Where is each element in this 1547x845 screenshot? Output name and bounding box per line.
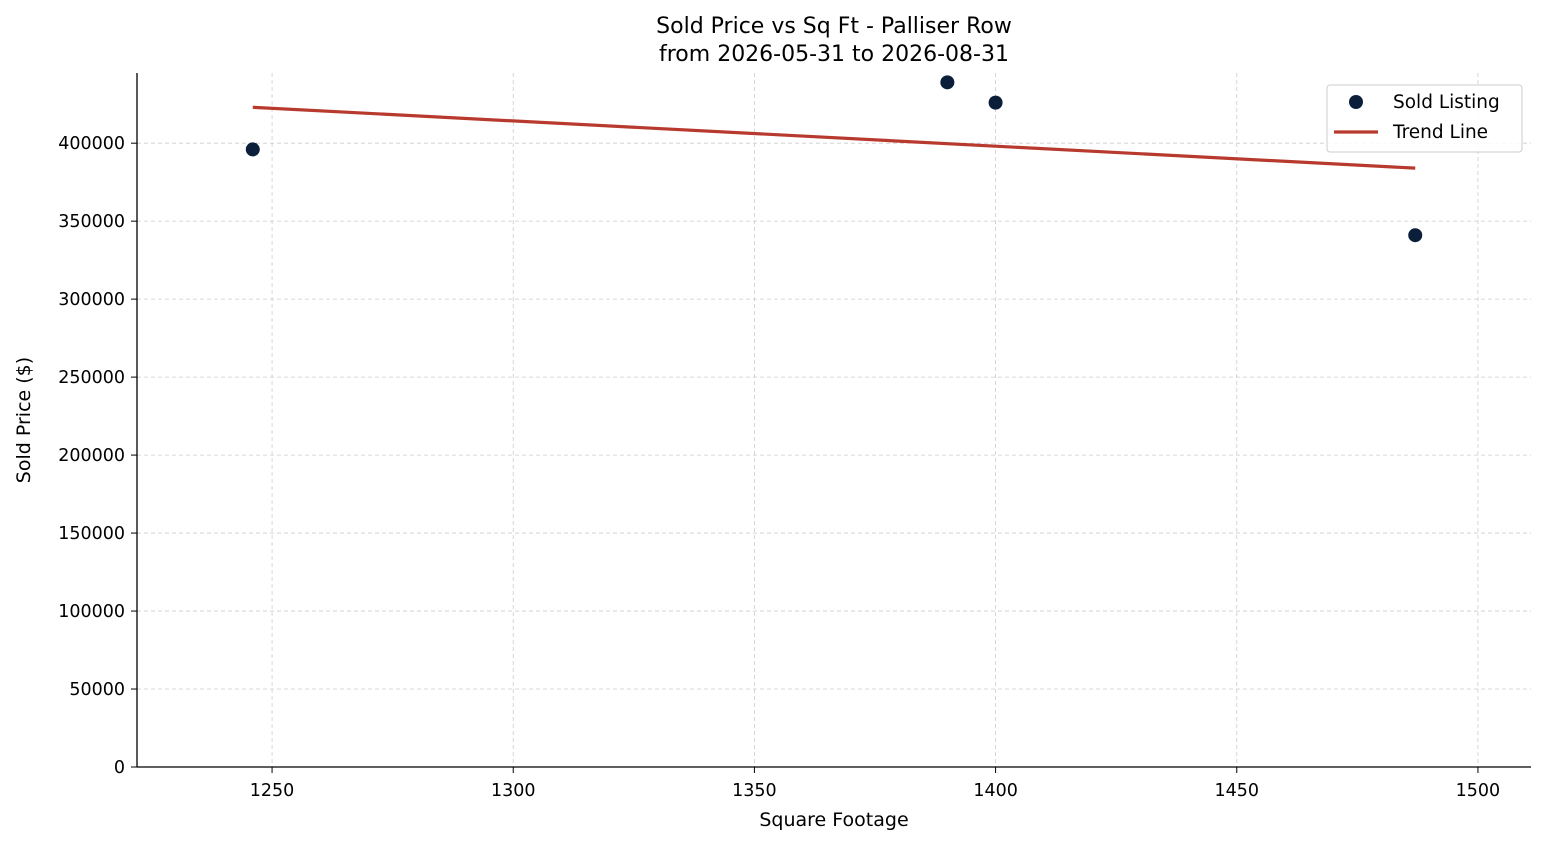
x-tick-label: 1250 — [250, 781, 295, 801]
chart-subtitle: from 2026-05-31 to 2026-08-31 — [659, 42, 1009, 67]
x-tick-label: 1350 — [732, 781, 777, 801]
axes — [136, 73, 1531, 768]
x-axis-label: Square Footage — [759, 809, 908, 831]
y-axis-label: Sold Price ($) — [13, 357, 35, 483]
y-tick-label: 0 — [114, 758, 125, 778]
x-tick-label: 1450 — [1214, 781, 1259, 801]
data-point — [940, 75, 955, 90]
x-tick-label: 1400 — [973, 781, 1018, 801]
legend-box — [1326, 84, 1523, 153]
data-point — [1408, 228, 1423, 243]
y-axis-ticks: 0 50000 100000 150000 200000 250000 300000 3500… — [58, 134, 137, 778]
y-tick-label: 200000 — [58, 446, 125, 466]
y-tick-label: 350000 — [58, 212, 125, 232]
legend-label: Sold Listing — [1393, 92, 1500, 113]
legend-swatch-marker — [1349, 95, 1363, 109]
legend: Sold Listing Trend Line — [1326, 84, 1523, 153]
x-axis-ticks: 1250 1300 1350 1400 1450 1500 — [250, 767, 1500, 801]
legend-label: Trend Line — [1392, 122, 1488, 143]
y-tick-label: 100000 — [58, 602, 125, 622]
y-tick-label: 150000 — [58, 524, 125, 544]
data-marks — [245, 75, 1423, 243]
y-tick-label: 50000 — [69, 680, 125, 700]
data-point — [245, 142, 260, 157]
y-tick-label: 300000 — [58, 290, 125, 310]
x-tick-label: 1500 — [1456, 781, 1501, 801]
chart-title: Sold Price vs Sq Ft - Palliser Row — [656, 14, 1012, 39]
data-point — [988, 95, 1003, 110]
trend-line — [252, 105, 1416, 170]
x-tick-label: 1300 — [491, 781, 536, 801]
y-tick-label: 400000 — [58, 134, 125, 154]
y-tick-label: 250000 — [58, 368, 125, 388]
grid-lines — [137, 73, 1531, 767]
